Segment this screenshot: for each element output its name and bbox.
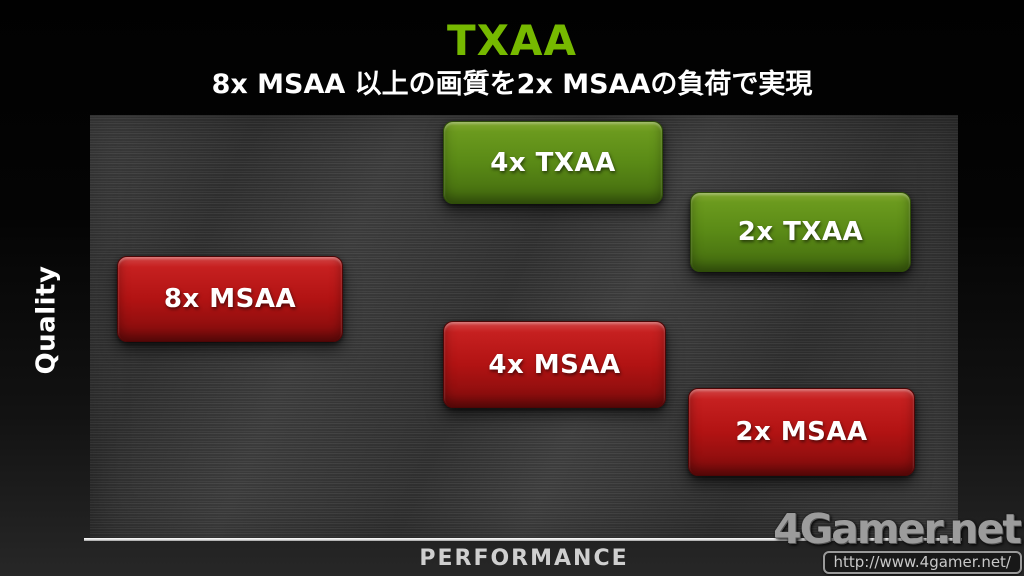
watermark-logo: 4Gamer.net (773, 505, 1022, 553)
data-box-4x-txaa: 4x TXAA (443, 121, 663, 204)
slide-subtitle: 8x MSAA 以上の画質を2x MSAAの負荷で実現 (211, 69, 813, 100)
data-box-2x-txaa: 2x TXAA (690, 192, 911, 272)
y-axis-label: Quality (31, 265, 62, 375)
x-axis-line (84, 538, 962, 541)
data-box-2x-msaa: 2x MSAA (688, 388, 915, 476)
data-box-label: 2x TXAA (737, 217, 864, 247)
data-box-4x-msaa: 4x MSAA (443, 321, 666, 408)
watermark: 4Gamer.net http://www.4gamer.net/ (773, 509, 1022, 574)
data-box-label: 4x MSAA (488, 349, 621, 380)
x-axis-label: PERFORMANCE (419, 546, 629, 571)
y-axis-label-container: Quality (0, 230, 92, 410)
watermark-url: http://www.4gamer.net/ (822, 551, 1022, 574)
data-box-label: 8x MSAA (163, 284, 297, 314)
data-box-label: 4x TXAA (490, 147, 616, 178)
slide-title: TXAA (446, 16, 578, 65)
data-box-label: 2x MSAA (735, 417, 868, 447)
data-box-8x-msaa: 8x MSAA (117, 256, 343, 342)
